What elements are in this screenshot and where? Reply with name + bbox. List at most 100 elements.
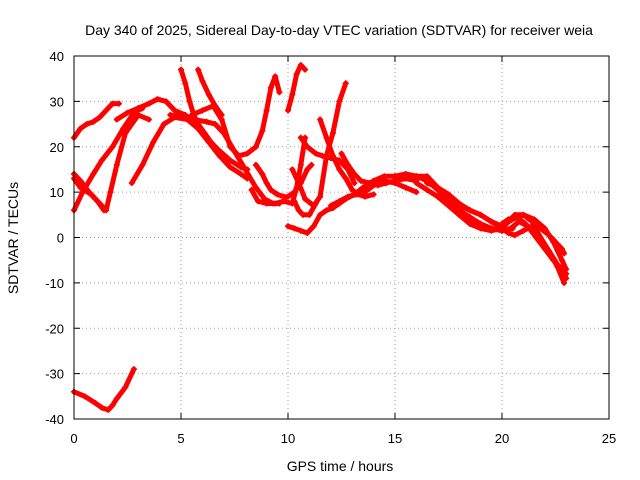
series-trace-13 [285,62,309,114]
data-point [317,193,324,200]
series-trace-26 [499,214,568,286]
data-point [317,211,324,218]
data-point [383,180,390,187]
data-point [289,91,296,98]
data-point [210,102,217,109]
data-point [342,175,349,182]
y-tick-label: 40 [50,49,64,64]
data-point [344,193,351,200]
data-point [227,164,234,171]
data-point [297,161,304,168]
data-point [329,130,336,137]
data-point [563,266,570,273]
data-point [227,157,234,164]
data-point [548,252,555,259]
data-point [285,223,291,230]
data-point [554,241,561,248]
data-point [329,152,336,159]
data-point [105,406,112,413]
plot-frame [73,55,610,420]
data-point [308,161,315,168]
data-point [370,191,377,198]
data-point [267,186,274,193]
data-point [252,161,259,168]
data-point [160,121,167,128]
data-point [488,218,495,225]
data-point [122,384,129,391]
data-point [276,89,283,96]
data-point [109,143,116,150]
data-point [201,130,208,137]
data-point [252,184,259,191]
data-point [336,98,343,105]
data-point [263,180,270,187]
y-tick-label: 0 [57,231,64,246]
data-point [107,189,114,196]
data-point [561,279,568,286]
data-point [242,166,249,173]
data-point [98,157,105,164]
data-point [128,180,135,187]
data-point [434,184,441,191]
data-point [353,191,360,198]
data-point [199,107,206,114]
x-tick-label: 15 [388,431,402,446]
data-point [171,107,178,114]
y-tick-label: -10 [45,276,64,291]
data-point [293,71,300,78]
data-point [90,118,97,125]
series-trace-14 [252,161,315,200]
data-point [424,186,431,193]
series-trace-18 [297,134,358,187]
data-point [272,200,279,207]
data-point [546,232,553,239]
data-point [304,229,311,236]
data-point [413,189,420,196]
data-point [218,116,225,123]
data-point [291,225,298,232]
series-line [71,112,152,213]
series-trace-2 [71,100,122,141]
chart-title: Day 340 of 2025, Sidereal Day-to-day VTE… [85,22,593,38]
data-point [466,216,473,223]
data-point [120,125,127,132]
data-point [317,116,324,123]
data-point [413,180,420,187]
data-point [182,80,189,87]
data-point [413,173,420,180]
data-point [124,109,131,116]
data-point [109,402,116,409]
data-point [351,170,358,177]
y-tick-label: -40 [45,412,64,427]
data-point [190,116,197,123]
data-point [113,161,120,168]
data-point [351,180,358,187]
data-point [312,200,319,207]
data-point [424,180,431,187]
data-point [505,216,512,223]
series-trace-7 [113,96,251,173]
series-trace-16 [289,80,349,209]
data-point [195,66,202,73]
data-point [402,170,409,177]
data-point [297,134,304,141]
data-point [103,107,110,114]
data-point [135,105,142,112]
data-point [558,257,565,264]
data-point [178,66,184,73]
series-line [298,135,357,186]
data-point [285,193,291,200]
data-point [344,161,351,168]
y-tick-label: 10 [50,185,64,200]
data-point [100,207,107,214]
data-point [306,211,313,218]
data-point [94,198,101,205]
data-point [291,189,298,196]
data-point [488,225,495,232]
data-point [304,143,311,150]
data-point [203,118,210,125]
data-point [312,150,319,157]
data-point [79,189,86,196]
data-point [220,130,227,137]
